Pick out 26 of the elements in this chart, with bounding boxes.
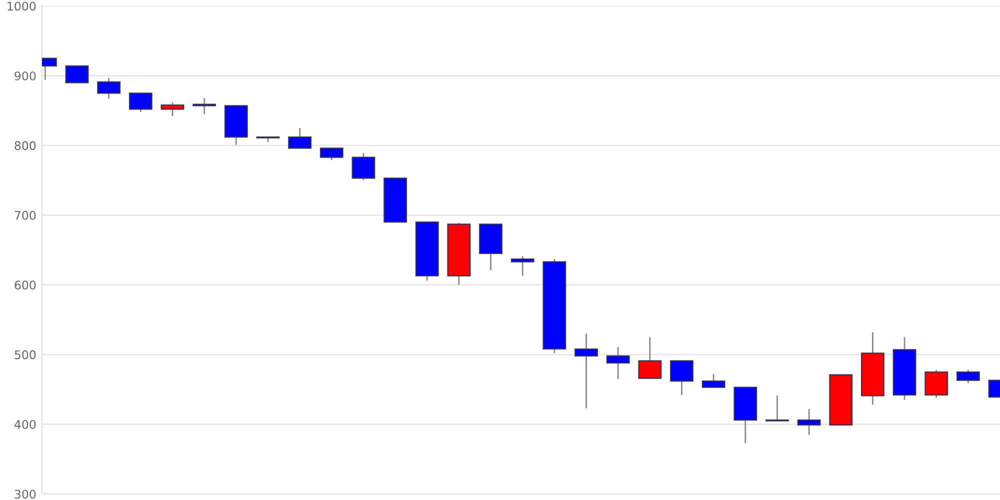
- candlestick: [574, 332, 598, 409]
- candlestick: [128, 92, 152, 113]
- candlestick: [192, 97, 216, 115]
- candlestick: [288, 127, 312, 149]
- candlestick: [352, 152, 376, 181]
- candlestick: [702, 373, 726, 388]
- candlestick: [160, 102, 184, 117]
- candlestick: [766, 395, 789, 422]
- y-tick-label: 700: [14, 210, 36, 220]
- y-tick-label: 800: [14, 141, 36, 150]
- candlestick: [924, 369, 948, 398]
- candlestick: [956, 369, 980, 384]
- candlestick: [638, 336, 662, 379]
- y-tick-label: 600: [14, 280, 36, 290]
- y-tick-label: 1000: [8, 2, 36, 11]
- candlestick: [510, 256, 534, 276]
- candlestick: [65, 65, 89, 84]
- y-tick-label: 900: [14, 71, 36, 80]
- y-tick-label: 400: [14, 420, 36, 429]
- candlestick: [97, 77, 121, 100]
- candlestick: [606, 346, 630, 380]
- candlestick: [797, 408, 821, 436]
- y-tick-label: 300: [14, 490, 36, 499]
- candlestick: [320, 148, 344, 161]
- candlestick: [670, 360, 694, 396]
- y-tick-label: 500: [14, 350, 36, 360]
